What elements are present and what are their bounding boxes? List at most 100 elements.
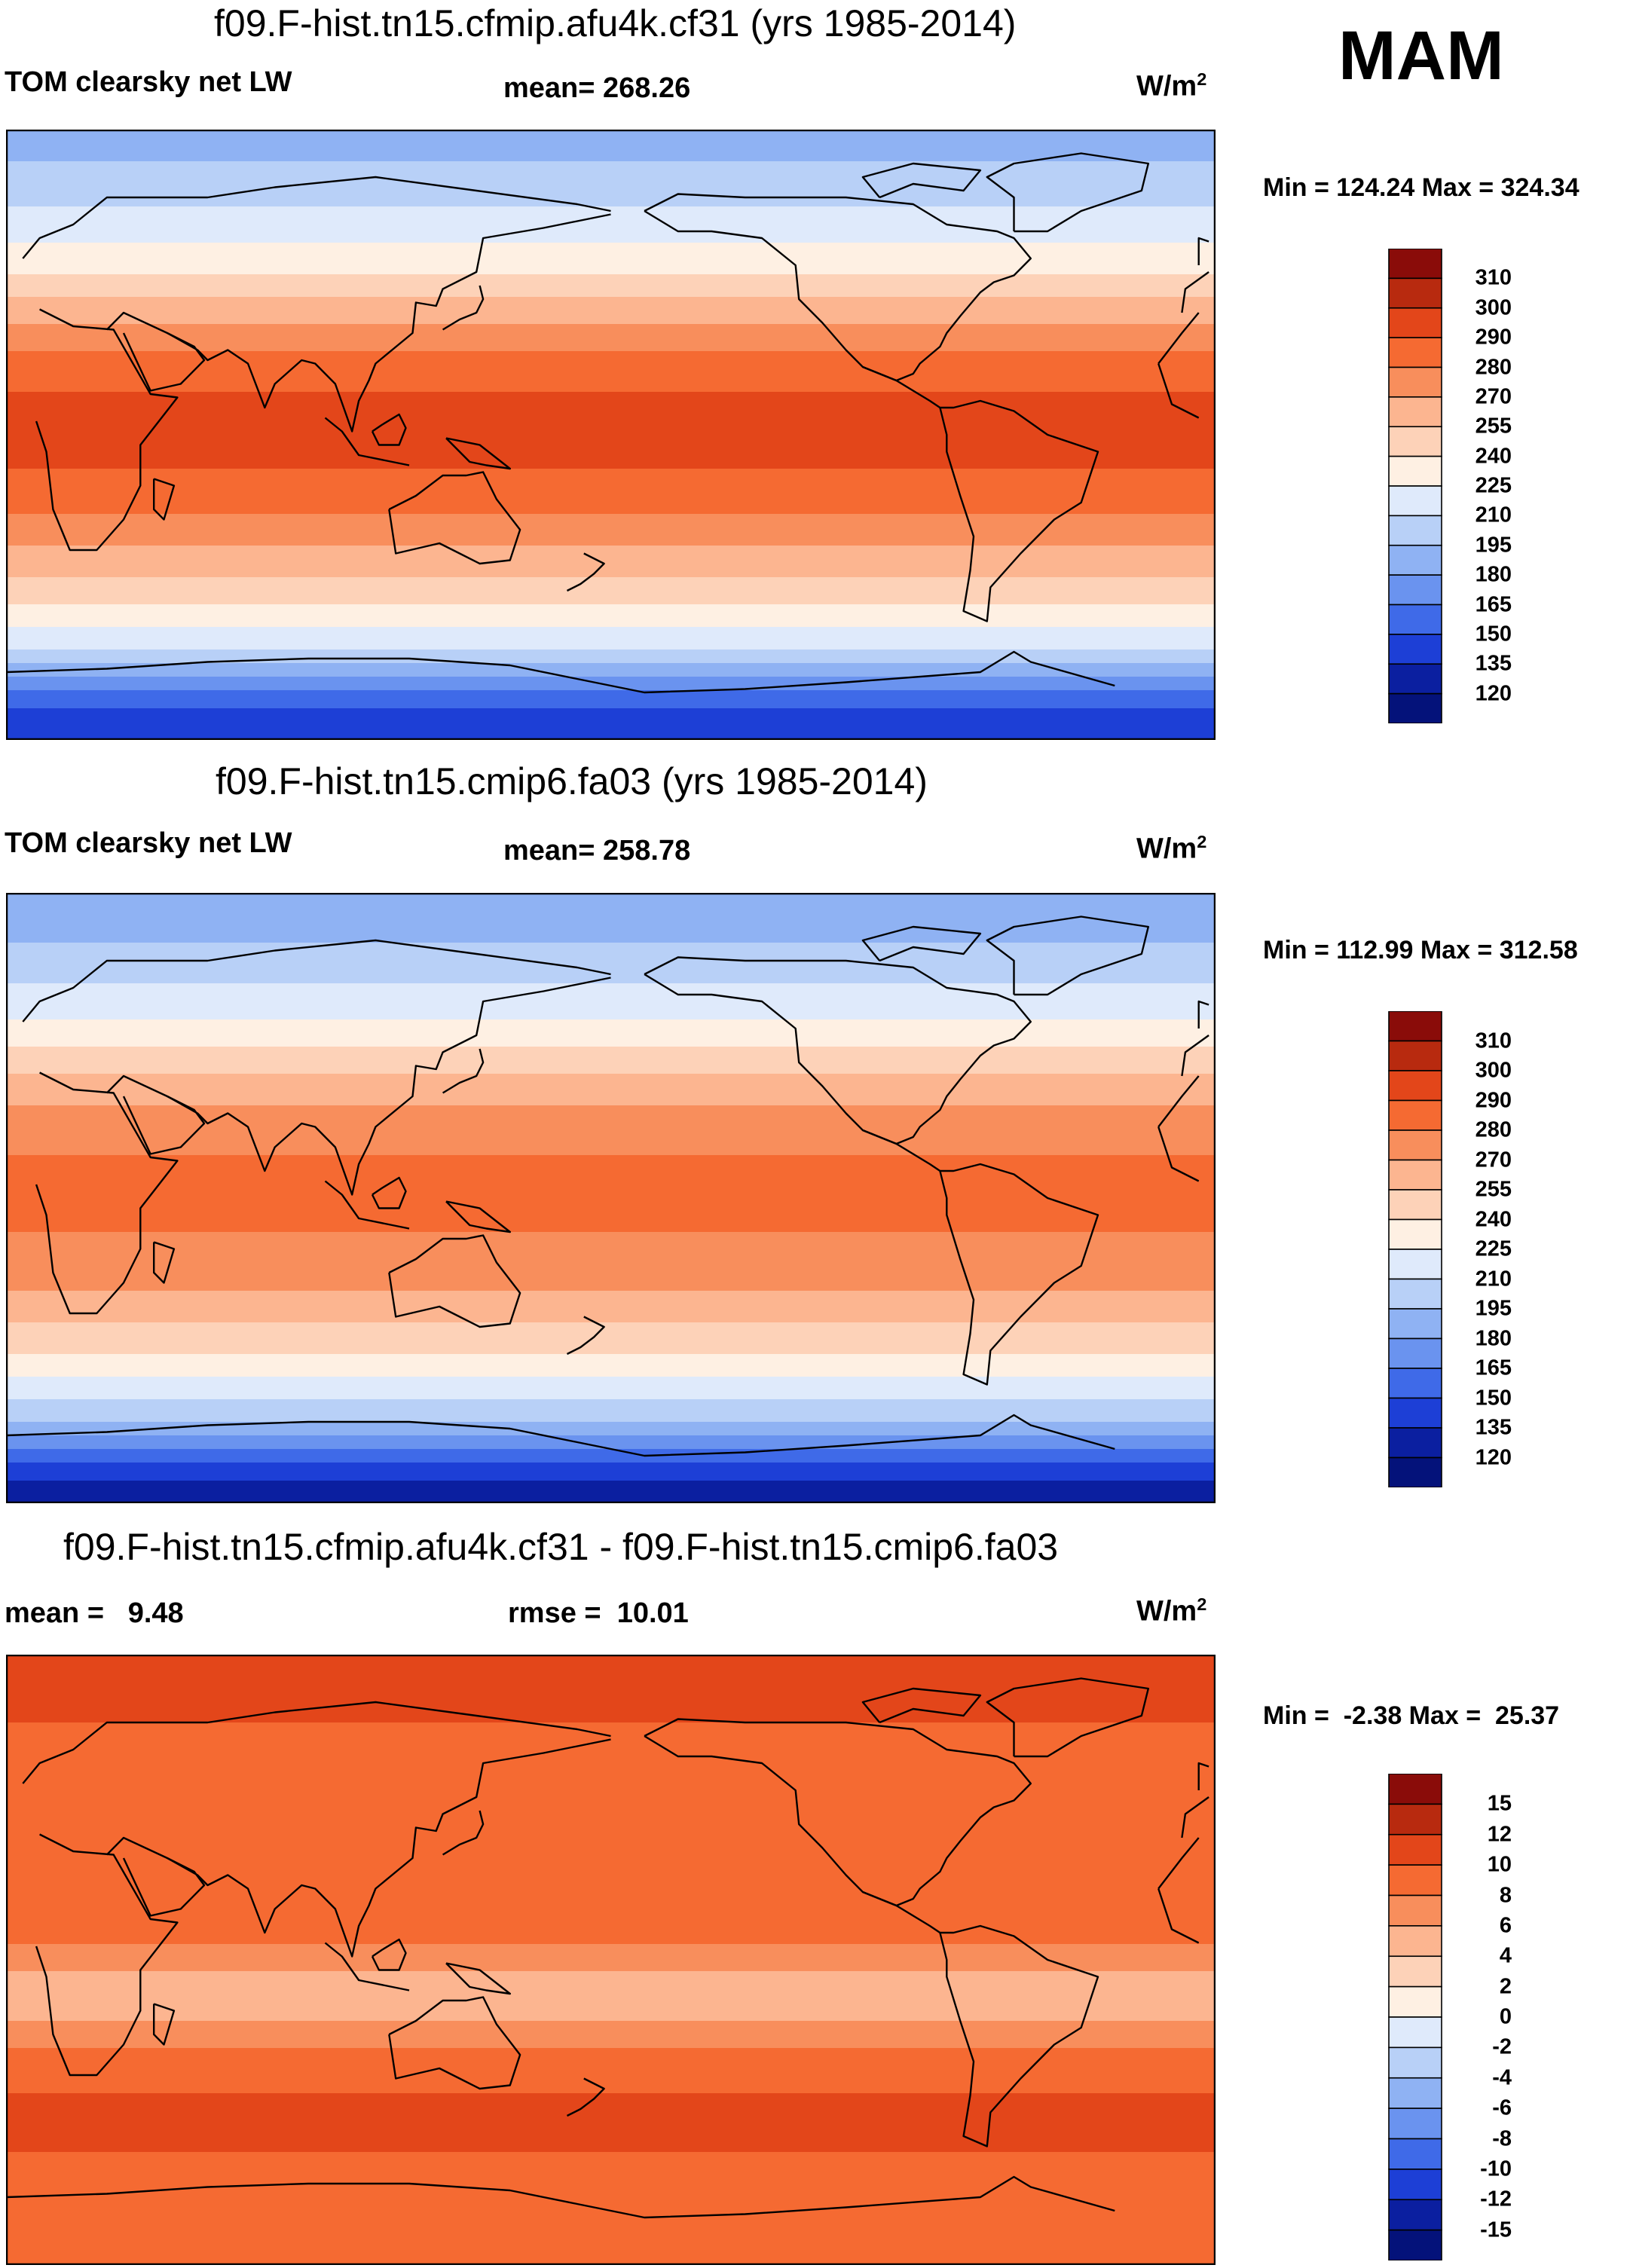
map-band — [6, 1813, 1216, 1818]
map-band — [6, 613, 1216, 619]
coastline — [644, 1718, 1032, 1907]
coastline — [862, 365, 1099, 622]
map-band — [6, 374, 1216, 379]
panel3-minmax: Min = -2.38 Max = 25.37 — [1263, 1701, 1560, 1730]
map-band — [6, 1024, 1216, 1029]
map-band — [6, 1463, 1216, 1468]
map-band — [6, 532, 1216, 537]
map-band — [6, 663, 1216, 668]
map-band — [6, 130, 1216, 135]
map-band — [6, 961, 1216, 966]
map-band — [6, 609, 1216, 614]
map-band — [6, 2233, 1216, 2239]
map-band — [6, 681, 1216, 686]
map-band — [6, 1196, 1216, 1201]
map-band — [6, 2152, 1216, 2157]
map-band — [6, 2062, 1216, 2067]
colorbar-swatch — [1388, 574, 1442, 606]
map-band — [6, 288, 1216, 293]
colorbar-tick-label: 210 — [1475, 503, 1512, 527]
coastline — [6, 1414, 1115, 1457]
map-band — [6, 1431, 1216, 1436]
map-band — [6, 437, 1216, 442]
map-band — [6, 1205, 1216, 1210]
map-band — [6, 965, 1216, 970]
map-band — [6, 139, 1216, 144]
colorbar-tick-label: 300 — [1475, 295, 1512, 320]
map-band — [6, 1218, 1216, 1224]
map-band — [6, 1921, 1216, 1927]
map-band — [6, 1322, 1216, 1328]
map-band — [6, 1467, 1216, 1472]
map-band — [6, 726, 1216, 732]
map-band — [6, 1732, 1216, 1737]
map-band — [6, 1440, 1216, 1445]
map-band — [6, 247, 1216, 252]
colorbar-swatch — [1388, 604, 1442, 635]
map-band — [6, 500, 1216, 506]
colorbar-swatch — [1388, 1278, 1442, 1310]
coastline — [442, 1810, 485, 1856]
colorbar-swatch — [1388, 455, 1442, 487]
map-band — [6, 2034, 1216, 2040]
map-band — [6, 1051, 1216, 1056]
panel1-colorbar-labels: 310 300 290 280 270 255 240 225 210 195 180 165 150 1… — [1454, 249, 1515, 723]
map-band — [6, 1458, 1216, 1463]
map-band — [6, 491, 1216, 497]
map-band — [6, 1659, 1216, 1664]
coastline — [324, 1180, 410, 1230]
map-band — [6, 2084, 1216, 2089]
colorbar-tick-label: -4 — [1492, 2065, 1512, 2090]
coastline — [388, 1996, 521, 2090]
map-band — [6, 536, 1216, 542]
colorbar-tick-label: 240 — [1475, 1207, 1512, 1231]
colorbar-swatch — [1388, 1773, 1442, 1805]
map-band — [6, 487, 1216, 492]
map-band — [6, 2039, 1216, 2044]
map-band — [6, 1187, 1216, 1192]
units-text: W/m — [1136, 833, 1197, 865]
map-band — [6, 1790, 1216, 1796]
map-band — [6, 699, 1216, 705]
map-band — [6, 1390, 1216, 1395]
map-band — [6, 555, 1216, 560]
map-band — [6, 229, 1216, 234]
map-band — [6, 202, 1216, 207]
map-band — [6, 2215, 1216, 2221]
map-band — [6, 527, 1216, 533]
map-band — [6, 713, 1216, 718]
colorbar-tick-label: 195 — [1475, 1296, 1512, 1321]
map-band — [6, 482, 1216, 488]
map-band — [6, 1074, 1216, 1079]
map-band — [6, 2170, 1216, 2175]
map-band — [6, 1799, 1216, 1805]
map-band — [6, 1668, 1216, 1673]
map-band — [6, 1808, 1216, 1814]
map-band — [6, 2224, 1216, 2230]
map-band — [6, 1214, 1216, 1219]
panel2-minmax: Min = 112.99 Max = 312.58 — [1263, 936, 1578, 964]
coastline — [35, 1833, 1200, 2077]
colorbar-tick-label: 165 — [1475, 1356, 1512, 1380]
map-band — [6, 505, 1216, 510]
colorbar-tick-label: -10 — [1480, 2156, 1512, 2181]
coastline — [371, 413, 407, 446]
map-band — [6, 1155, 1216, 1160]
map-band — [6, 315, 1216, 320]
map-band — [6, 2071, 1216, 2076]
map-band — [6, 442, 1216, 447]
map-band — [6, 2242, 1216, 2248]
map-band — [6, 1745, 1216, 1750]
colorbar-swatch — [1388, 1368, 1442, 1399]
map-band — [6, 541, 1216, 546]
colorbar-tick-label: 225 — [1475, 473, 1512, 498]
map-band — [6, 206, 1216, 212]
colorbar-tick-label: 4 — [1499, 1943, 1512, 1968]
map-band — [6, 243, 1216, 248]
map-band — [6, 405, 1216, 411]
panel1-mean-label: mean= 268.26 — [503, 72, 691, 104]
map-band — [6, 1499, 1216, 1503]
colorbar-tick-label: 180 — [1475, 1326, 1512, 1350]
colorbar-svg — [1388, 1773, 1442, 2261]
map-band — [6, 261, 1216, 266]
